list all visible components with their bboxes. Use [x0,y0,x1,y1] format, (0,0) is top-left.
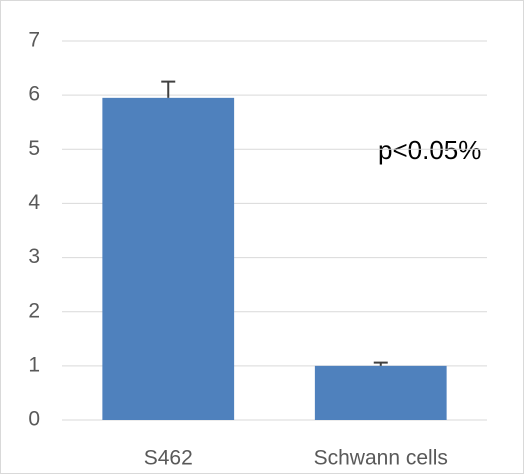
error-bar [161,80,176,98]
annotation: p<0.05% [378,135,481,165]
y-tick-label: 0 [28,408,40,431]
y-tick-label: 5 [28,137,40,160]
bar [102,97,235,420]
y-tick-label: 2 [28,299,40,322]
error-bar [373,361,388,366]
y-tick-label: 6 [28,83,40,106]
y-tick-label: 7 [28,29,40,52]
y-tick-label: 4 [28,191,40,214]
bar [314,365,447,420]
y-tick-label: 3 [28,245,40,268]
x-tick-label: Schwann cells [314,447,448,470]
y-tick-label: 1 [28,353,40,376]
x-tick-label: S462 [144,447,193,470]
